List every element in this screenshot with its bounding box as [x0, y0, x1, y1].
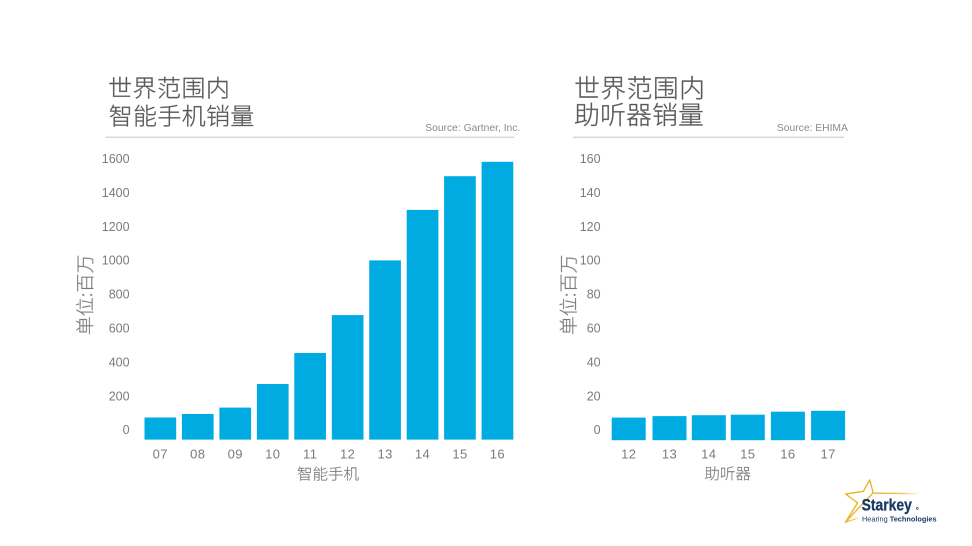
svg-text:20: 20: [587, 389, 601, 403]
svg-text:13: 13: [377, 446, 392, 461]
svg-text:60: 60: [587, 322, 601, 336]
svg-text:12: 12: [621, 446, 636, 461]
svg-text:Source: Gartner, Inc.: Source: Gartner, Inc.: [425, 123, 520, 134]
svg-text:600: 600: [109, 322, 130, 336]
svg-text:200: 200: [109, 389, 130, 403]
svg-text:Starkey: Starkey: [862, 496, 913, 515]
svg-text:0: 0: [594, 423, 601, 437]
svg-text:14: 14: [415, 446, 430, 461]
svg-text:10: 10: [265, 446, 280, 461]
svg-text:120: 120: [580, 220, 601, 234]
svg-text:80: 80: [587, 288, 601, 302]
svg-text:1400: 1400: [102, 186, 130, 200]
svg-text:40: 40: [587, 355, 601, 369]
svg-text:Hearing Technologies: Hearing Technologies: [862, 514, 937, 523]
svg-text:16: 16: [490, 446, 505, 461]
svg-text:12: 12: [340, 446, 355, 461]
svg-text:16: 16: [780, 446, 795, 461]
svg-text:1200: 1200: [102, 220, 130, 234]
svg-text:07: 07: [153, 446, 168, 461]
svg-text:400: 400: [109, 355, 130, 369]
svg-text:100: 100: [580, 254, 601, 268]
svg-text:17: 17: [820, 446, 835, 461]
svg-text:15: 15: [740, 446, 755, 461]
svg-text:13: 13: [662, 446, 677, 461]
svg-text:800: 800: [109, 288, 130, 302]
svg-text:08: 08: [190, 446, 205, 461]
svg-text:Source: EHIMA: Source: EHIMA: [777, 123, 848, 134]
svg-text:15: 15: [452, 446, 467, 461]
svg-text:11: 11: [303, 446, 317, 461]
svg-text:1000: 1000: [102, 254, 130, 268]
svg-text:140: 140: [580, 186, 601, 200]
svg-text:09: 09: [228, 446, 243, 461]
svg-text:14: 14: [701, 446, 716, 461]
svg-text:0: 0: [123, 423, 130, 437]
svg-text:1600: 1600: [102, 152, 130, 166]
svg-text:160: 160: [580, 152, 601, 166]
